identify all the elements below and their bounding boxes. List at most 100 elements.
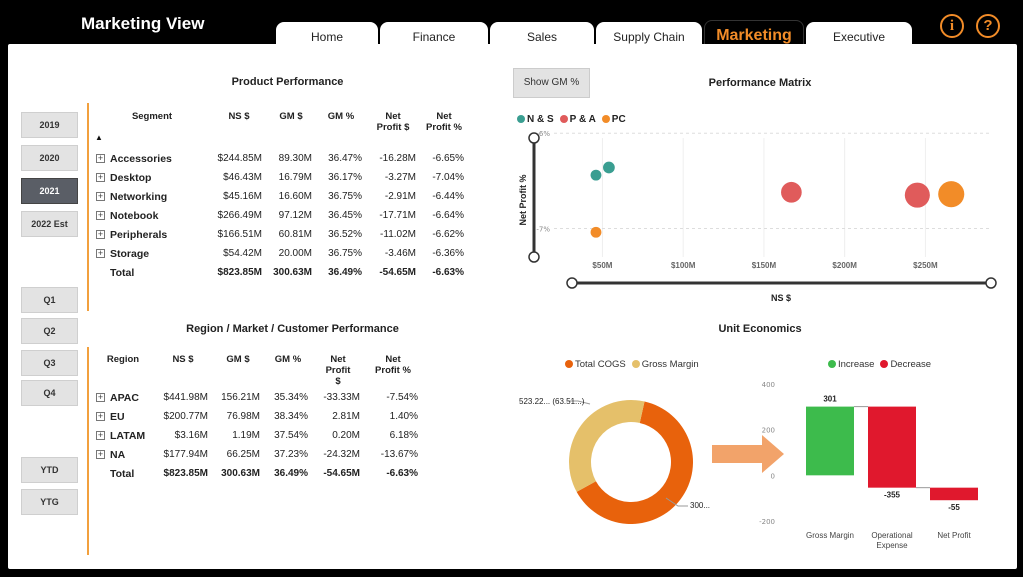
data-label: 301 (823, 395, 837, 404)
waterfall-legend: Increase Decrease (828, 359, 931, 370)
expand-icon[interactable]: + (96, 153, 105, 164)
table-row[interactable]: + EU $200.77M 76.98M 38.34% 2.81M 1.40% (96, 410, 418, 423)
slider-handle[interactable] (985, 277, 997, 289)
expand-icon[interactable]: + (96, 191, 105, 202)
tab-sales[interactable]: Sales (490, 22, 594, 48)
donut-slice (576, 401, 693, 524)
quarter-q1-button[interactable]: Q1 (21, 287, 78, 313)
year-2020-button[interactable]: 2020 (21, 145, 78, 171)
column-header[interactable]: Net Profit % (375, 354, 411, 376)
x-tick-label: Net Profit (937, 531, 971, 540)
year-2021-button[interactable]: 2021 (21, 178, 78, 204)
donut-data-label: 300.... (36...) (690, 501, 710, 510)
y-tick-label: -7% (536, 225, 550, 233)
table-row[interactable]: + Notebook $266.49M 97.12M 36.45% -17.71M -6.6… (96, 209, 464, 222)
column-header[interactable]: NS $ (172, 354, 194, 365)
legend-item[interactable]: Decrease (880, 359, 931, 370)
help-icon[interactable]: ? (976, 14, 1000, 38)
slider-handle[interactable] (528, 251, 540, 263)
expand-icon[interactable]: + (96, 248, 105, 259)
column-header[interactable]: GM $ (279, 111, 303, 122)
scatter-point (603, 161, 615, 174)
expand-icon[interactable]: + (96, 392, 105, 403)
column-header[interactable]: NS $ (228, 111, 250, 122)
data-label: -55 (948, 503, 960, 512)
expand-icon[interactable]: + (96, 229, 105, 240)
legend-dot (517, 115, 525, 124)
table-row[interactable]: + Peripherals $166.51M 60.81M 36.52% -11.02M -… (96, 228, 464, 241)
legend-item[interactable]: Gross Margin (631, 359, 699, 370)
legend-item[interactable]: PC (601, 114, 626, 125)
donut-data-label: 523.22... (63.51...) (519, 397, 585, 406)
tab-home[interactable]: Home (276, 22, 378, 48)
column-header[interactable]: GM % (327, 111, 355, 122)
expand-icon[interactable]: + (96, 430, 105, 441)
table-row[interactable]: + LATAM $3.16M 1.19M 37.54% 0.20M 6.18% (96, 429, 418, 442)
region-performance-title: Region / Market / Customer Performance (186, 323, 399, 335)
x-tick-label: Gross Margin (806, 531, 854, 540)
unit-economics-title: Unit Economics (718, 323, 802, 335)
tab-marketing[interactable]: Marketing (704, 20, 804, 46)
legend-item[interactable]: P & A (559, 114, 596, 125)
quarter-q3-button[interactable]: Q3 (21, 350, 78, 376)
x-tick-label: $50M (592, 261, 612, 270)
tab-executive[interactable]: Executive (806, 22, 912, 48)
y-tick-label: 400 (762, 381, 775, 389)
region-table: Region NS $ GM $ GM % Net Profit $ Net P… (92, 354, 422, 483)
table-row[interactable]: + Networking $45.16M 16.60M 36.75% -2.91M -6.4… (96, 190, 464, 203)
scatter-point (904, 182, 930, 208)
expand-icon[interactable]: + (96, 411, 105, 422)
column-header[interactable]: Net Profit % (426, 111, 462, 133)
ytg-button[interactable]: YTG (21, 489, 78, 515)
table-row[interactable]: + Storage $54.42M 20.00M 36.75% -3.46M -6.36% (96, 247, 464, 260)
performance-matrix-chart: $50M $100M $150M $200M $250M -6% -7% NS $ Net … (518, 130, 997, 303)
performance-matrix-title: Performance Matrix (708, 77, 812, 89)
tab-finance[interactable]: Finance (380, 22, 488, 48)
slider-handle[interactable] (566, 277, 578, 289)
x-tick-label: $150M (752, 261, 777, 270)
legend-item[interactable]: Total COGS (565, 359, 626, 370)
table-row[interactable]: + APAC $441.98M 156.21M 35.34% -33.33M -7.54% (96, 391, 418, 404)
scatter-point (781, 181, 802, 203)
x-tick-label: Operational Expense (871, 531, 913, 550)
info-icon[interactable]: i (940, 14, 964, 38)
slider-handle[interactable] (528, 132, 540, 144)
legend-dot (565, 360, 573, 369)
column-header[interactable]: Segment (131, 111, 173, 122)
legend-dot (559, 115, 568, 124)
legend-item[interactable]: N & S (517, 114, 554, 125)
column-header[interactable]: GM $ (226, 354, 250, 365)
legend-dot (828, 360, 836, 369)
expand-icon[interactable]: + (96, 210, 105, 221)
table-row[interactable]: + NA $177.94M 66.25M 37.23% -24.32M -13.67% (96, 448, 418, 461)
scatter-point (938, 181, 965, 208)
show-gm-button[interactable]: Show GM % (513, 68, 590, 98)
table-row[interactable]: + Desktop $46.43M 16.79M 36.17% -3.27M -7.04% (96, 171, 464, 184)
page-title: Marketing View (81, 14, 205, 33)
column-header[interactable]: Net Profit $ (325, 354, 351, 387)
tab-supply-chain[interactable]: Supply Chain (596, 22, 702, 48)
x-tick-label: $200M (832, 261, 857, 270)
expand-icon[interactable]: + (96, 172, 105, 183)
expand-icon[interactable]: + (96, 449, 105, 460)
column-header[interactable]: Net Profit $ (376, 111, 410, 133)
legend-item[interactable]: Increase (828, 359, 874, 370)
leader-line (568, 400, 591, 405)
year-2019-button[interactable]: 2019 (21, 112, 78, 138)
y-tick-label: 200 (762, 427, 775, 435)
sort-icon[interactable]: ▲ (95, 133, 103, 142)
column-header[interactable]: Region (106, 354, 140, 365)
data-label: -355 (884, 491, 901, 500)
divider-line (87, 103, 89, 311)
leader-line (665, 497, 688, 507)
table-total-row: Total $823.85M 300.63M 36.49% -54.65M -6.63% (110, 467, 418, 480)
table-row[interactable]: + Accessories $244.85M 89.30M 36.47% -16.28M -… (96, 152, 464, 165)
x-tick-label: $250M (913, 261, 938, 270)
legend-dot (880, 360, 889, 369)
quarter-q2-button[interactable]: Q2 (21, 318, 78, 344)
year-2022-est-button[interactable]: 2022 Est (21, 211, 78, 237)
quarter-q4-button[interactable]: Q4 (21, 380, 78, 406)
y-tick-label: 0 (771, 472, 775, 480)
column-header[interactable]: GM % (274, 354, 302, 365)
ytd-button[interactable]: YTD (21, 457, 78, 483)
